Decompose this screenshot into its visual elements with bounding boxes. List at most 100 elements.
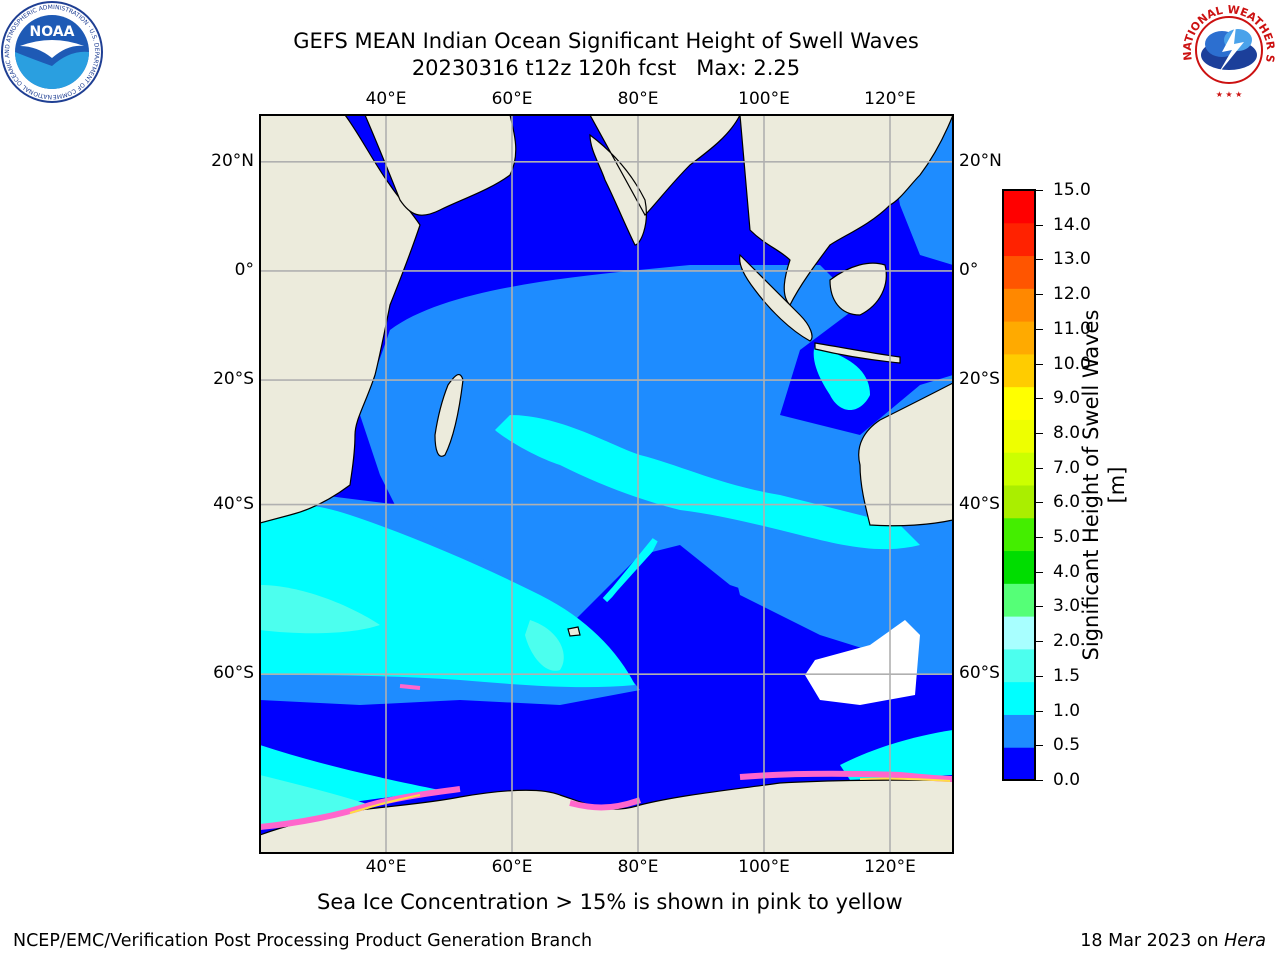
svg-text:★ ★ ★: ★ ★ ★ bbox=[1216, 90, 1243, 99]
colorbar-tick-mark bbox=[1035, 328, 1043, 330]
colorbar-segment bbox=[1003, 288, 1035, 322]
swell-band-1-5-2-0-south bbox=[525, 620, 564, 671]
india bbox=[589, 115, 741, 246]
colorbar-tick-mark bbox=[1035, 398, 1043, 400]
latitude-tick-label: 40°S bbox=[213, 493, 254, 514]
sea-ice-edge-central bbox=[569, 797, 642, 811]
latitude-tick-label: 60°S bbox=[213, 663, 254, 684]
longitude-tick-label: 60°E bbox=[491, 857, 533, 877]
colorbar-tick-label: 8.0 bbox=[1053, 422, 1081, 443]
sea-ice-edge-west bbox=[260, 786, 461, 830]
latitude-tick-label: 20°S bbox=[959, 369, 1000, 390]
longitude-tick-label: 100°E bbox=[738, 89, 790, 109]
swell-band-1-0-1-5-east bbox=[813, 345, 870, 410]
colorbar-tick-mark bbox=[1035, 432, 1043, 434]
africa bbox=[260, 115, 421, 524]
colorbar-tick-label: 12.0 bbox=[1053, 284, 1091, 305]
sea-ice-edge-east bbox=[739, 770, 953, 782]
colorbar-tick-label: 2.0 bbox=[1053, 631, 1081, 652]
colorbar-segment bbox=[1003, 321, 1035, 355]
colorbar-tick-mark bbox=[1035, 537, 1043, 539]
latitude-tick-label: 20°N bbox=[959, 150, 1002, 171]
colorbar-tick-label: 9.0 bbox=[1053, 388, 1081, 409]
sumatra bbox=[739, 253, 813, 342]
colorbar-segment bbox=[1003, 190, 1035, 224]
colorbar-tick-label: 5.0 bbox=[1053, 527, 1081, 548]
nws-logo-icon: NATIONAL WEATHER SERVICE ★ ★ ★ bbox=[1178, 0, 1277, 99]
latitude-tick-label: 0° bbox=[959, 259, 979, 280]
colorbar-segment bbox=[1003, 714, 1035, 748]
colorbar bbox=[1002, 189, 1036, 781]
map-subtitle: 20230316 t12z 120h fcst Max: 2.25 bbox=[411, 56, 801, 80]
colorbar-tick-mark bbox=[1035, 571, 1043, 573]
sea-ice-note: Sea Ice Concentration > 15% is shown in … bbox=[317, 890, 903, 914]
colorbar-tick-mark bbox=[1035, 641, 1043, 643]
colorbar-tick-mark bbox=[1035, 745, 1043, 747]
colorbar-tick-label: 6.0 bbox=[1053, 492, 1081, 513]
map-title: GEFS MEAN Indian Ocean Significant Heigh… bbox=[293, 29, 919, 53]
colorbar-segment bbox=[1003, 255, 1035, 289]
borneo bbox=[829, 262, 887, 316]
swell-band-1-0-1-5-diagonal bbox=[602, 538, 658, 603]
colorbar-segment bbox=[1003, 517, 1035, 552]
colorbar-segment bbox=[1003, 550, 1035, 584]
credit-text: NCEP/EMC/Verification Post Processing Pr… bbox=[13, 931, 593, 951]
swell-band-1-0-1-5-subtropical bbox=[495, 415, 920, 550]
colorbar-tick-mark bbox=[1035, 363, 1043, 365]
colorbar-segment bbox=[1003, 681, 1035, 715]
java bbox=[814, 342, 901, 364]
sea-ice-edge-west-yellow bbox=[349, 794, 421, 814]
colorbar-segment bbox=[1003, 747, 1035, 781]
colorbar-frame bbox=[1002, 189, 1036, 781]
colorbar-segment bbox=[1003, 616, 1035, 650]
colorbar-tick-mark bbox=[1035, 710, 1043, 712]
colorbar-tick-label: 0.0 bbox=[1053, 770, 1081, 790]
longitude-tick-label: 40°E bbox=[365, 857, 407, 877]
map-frame bbox=[259, 114, 954, 854]
latitude-tick-label: 60°S bbox=[959, 663, 1000, 684]
latitude-tick-label: 20°S bbox=[213, 369, 254, 390]
longitude-tick-label: 80°E bbox=[617, 89, 659, 109]
colorbar-tick-label: 15.0 bbox=[1053, 180, 1091, 200]
colorbar-tick-label: 7.0 bbox=[1053, 457, 1081, 478]
colorbar-segment bbox=[1003, 583, 1035, 617]
date-value: 18 Mar 2023 on bbox=[1080, 931, 1225, 951]
colorbar-tick-label: 3.0 bbox=[1053, 596, 1081, 617]
colorbar-tick-label: 11.0 bbox=[1053, 318, 1091, 339]
colorbar-tick-label: 1.5 bbox=[1053, 665, 1081, 686]
colorbar-segment bbox=[1003, 353, 1035, 388]
longitude-tick-label: 80°E bbox=[617, 857, 659, 877]
colorbar-tick-mark bbox=[1035, 259, 1043, 261]
sea-ice-edge-east-yellow bbox=[859, 777, 951, 782]
latitude-tick-label: 20°N bbox=[211, 150, 254, 171]
colorbar-tick-label: 14.0 bbox=[1053, 214, 1091, 235]
arabian-peninsula bbox=[364, 115, 517, 216]
colorbar-segment bbox=[1003, 452, 1035, 486]
madagascar bbox=[434, 373, 464, 457]
australia bbox=[858, 382, 953, 527]
colorbar-tick-label: 10.0 bbox=[1053, 353, 1091, 374]
noaa-logo-text: NOAA bbox=[30, 24, 75, 40]
colorbar-tick-mark bbox=[1035, 294, 1043, 296]
colorbar-tick-mark bbox=[1035, 190, 1043, 191]
noaa-logo-icon: NOAA NATIONAL OCEANIC AND ATMOSPHERIC AD… bbox=[0, 0, 103, 103]
colorbar-tick-label: 0.5 bbox=[1053, 735, 1081, 756]
colorbar-label: Significant Height of Swell Waves [m] bbox=[1079, 309, 1129, 661]
swell-band-1-5-2-0-southwest bbox=[260, 585, 380, 634]
colorbar-tick-label: 4.0 bbox=[1053, 561, 1081, 582]
colorbar-segment bbox=[1003, 485, 1035, 519]
longitude-tick-label: 120°E bbox=[864, 89, 916, 109]
colorbar-tick-mark bbox=[1035, 224, 1043, 226]
colorbar-segment bbox=[1003, 419, 1035, 453]
colorbar-tick-label: 13.0 bbox=[1053, 249, 1091, 270]
colorbar-tick-mark bbox=[1035, 502, 1043, 504]
kerguelen-island bbox=[567, 626, 581, 637]
machine-name: Hera bbox=[1224, 931, 1266, 951]
date-text: 18 Mar 2023 on Hera bbox=[1080, 931, 1266, 951]
colorbar-segment bbox=[1003, 648, 1035, 683]
colorbar-segment bbox=[1003, 222, 1035, 257]
unmasked-area-south-australia bbox=[805, 620, 920, 705]
longitude-tick-label: 60°E bbox=[491, 89, 533, 109]
longitude-tick-label: 120°E bbox=[864, 857, 916, 877]
colorbar-tick-mark bbox=[1035, 606, 1043, 608]
